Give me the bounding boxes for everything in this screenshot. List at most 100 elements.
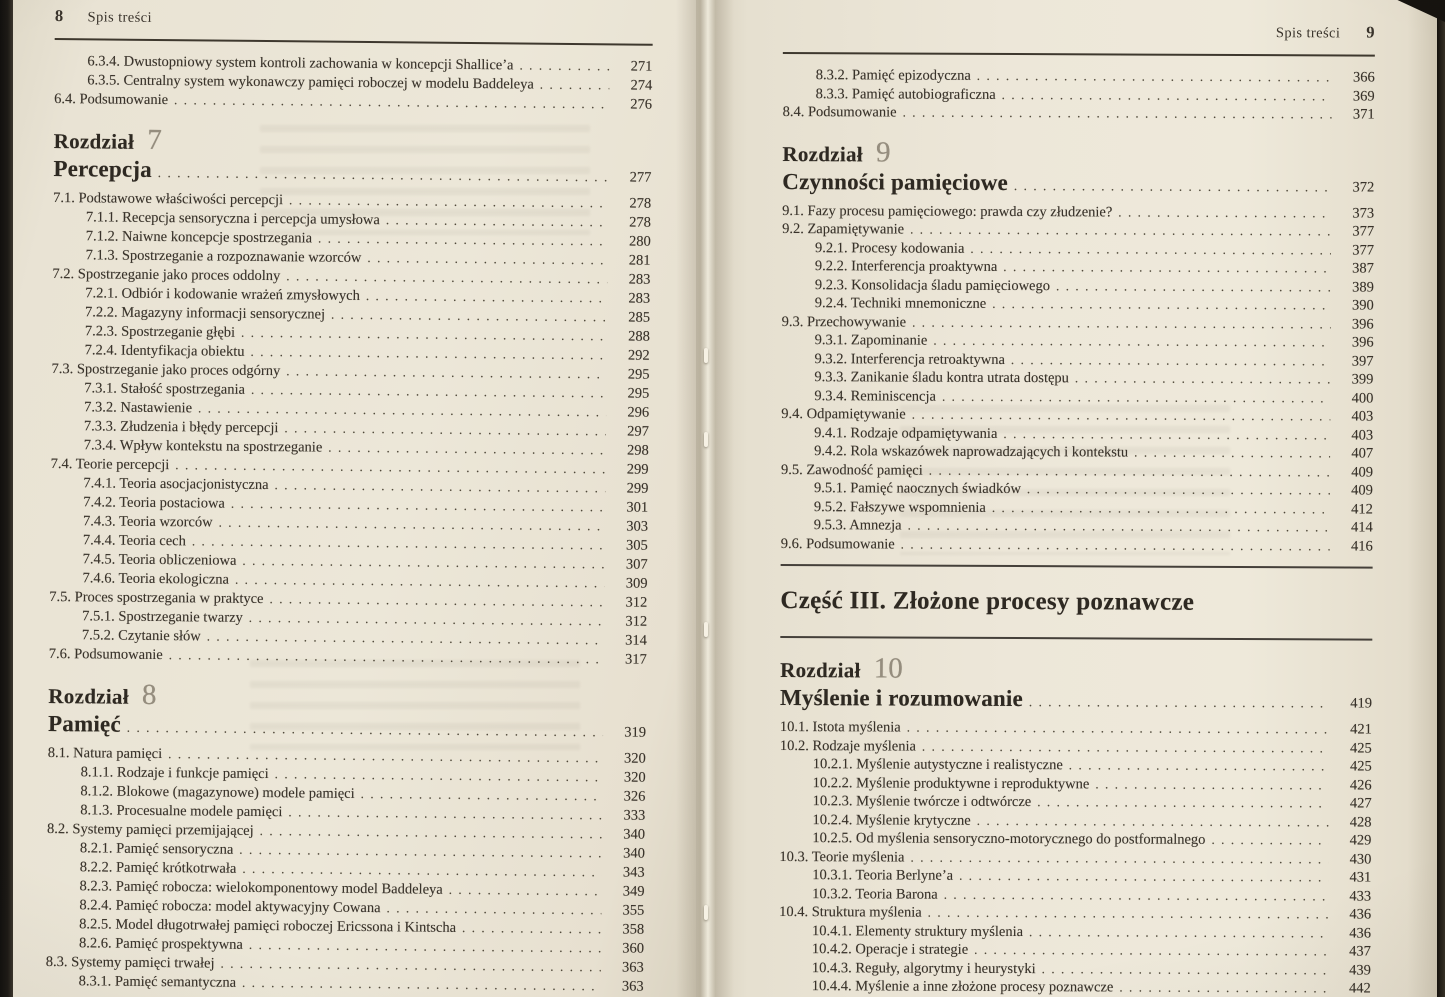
toc-page-number: 431 [1349, 869, 1372, 886]
dot-leader [239, 842, 602, 862]
toc-entry-label: 10.2.5. Od myślenia sensoryczno-motorycz… [812, 830, 1206, 848]
toc-entry-label: 8.2.4. Pamięć robocza: model aktywacyjny… [79, 897, 381, 917]
toc-page-number: 320 [623, 750, 646, 767]
toc-entry-label: 6.4. Podsumowanie [54, 90, 169, 109]
chapter-word: Rozdział [782, 141, 864, 166]
toc-page-number: 433 [1349, 887, 1372, 905]
header-rule [54, 37, 653, 46]
toc-entry-label: 7.1.2. Naiwne koncepcje spostrzegania [85, 228, 313, 247]
dot-leader [168, 746, 603, 767]
toc-page-number: 371 [1352, 106, 1375, 123]
toc-page-number: 276 [630, 96, 653, 113]
dot-leader [289, 192, 608, 212]
toc-entry-label: 8.2.1. Pamięć sensoryczna [79, 840, 234, 858]
toc-entry-label: 10.2.4. Myślenie krytyczne [812, 811, 971, 829]
toc-entry-label: 9.4. Odpamiętywanie [781, 405, 906, 423]
toc-entry-label: 10.2.3. Myślenie twórcze i odtwórcze [812, 793, 1032, 811]
toc-page-number: 409 [1351, 482, 1373, 499]
toc-entry-label: 7.2.2. Magazyny informacji sensorycznej [84, 304, 326, 323]
toc-entry-label: 8.3. Systemy pamięci trwałej [45, 953, 215, 972]
toc-entry-label: 8.2.5. Model długotrwałej pamięci robocz… [79, 916, 457, 936]
toc-entry-label: 7.4.2. Teoria postaciowa [83, 494, 225, 512]
toc-entry-label: 7.1. Podstawowe właściwości percepcji [53, 189, 284, 209]
toc-page-number: 363 [621, 978, 644, 995]
right-page-content: Spis treści 9 8.3.2. Pamięć epizodyczna 3… [779, 20, 1375, 997]
toc-page-number: 360 [622, 940, 645, 957]
dot-leader [910, 222, 1331, 241]
toc-entry-label: 7.5.2. Czytanie słów [81, 627, 201, 645]
binding-stitch [704, 348, 708, 363]
dot-leader [220, 956, 600, 977]
dot-leader [1056, 278, 1331, 296]
toc-entry-label: 10.4.1. Elementy struktury myślenia [811, 922, 1024, 940]
dot-leader [970, 240, 1331, 259]
toc-entry-label: 9.6. Podsumowanie [780, 535, 895, 552]
toc-entry-label: 7.2. Spostrzeganie jako proces oddolny [52, 265, 281, 285]
dot-leader [912, 407, 1331, 426]
toc-page-number: 271 [630, 58, 653, 75]
toc-entry-label: 8.2.3. Pamięć robocza: wielokomponentowy… [79, 878, 443, 898]
toc-entry-label: 8.2. Systemy pamięci przemijającej [47, 820, 254, 839]
dot-leader [903, 105, 1332, 124]
dot-leader [519, 57, 609, 75]
toc-entry: Pamięć 319 [48, 711, 646, 748]
toc-page-number: 436 [1349, 906, 1372, 923]
dot-leader [959, 868, 1328, 887]
dot-leader [1134, 445, 1330, 463]
dot-leader [462, 920, 601, 938]
dot-leader [912, 314, 1331, 333]
toc-entry-label: 7.4.5. Teoria obliczeniowa [82, 551, 237, 569]
dot-leader [175, 457, 605, 478]
chapter-word: Rozdział [53, 128, 135, 154]
toc-page-number: 363 [621, 959, 644, 976]
dot-leader [286, 363, 606, 383]
toc-page-number: 389 [1352, 278, 1374, 296]
dot-leader [922, 738, 1329, 757]
dot-leader [367, 250, 607, 269]
dot-leader [251, 382, 606, 402]
dot-leader [198, 400, 606, 421]
toc-page-number: 283 [628, 290, 651, 307]
dot-leader [944, 886, 1329, 905]
header-title: Spis treści [87, 9, 153, 26]
toc-page-number: 299 [626, 480, 649, 497]
toc-page-number: 414 [1351, 519, 1373, 536]
toc-page-number: 366 [1352, 69, 1375, 86]
chapter-word: Rozdział [780, 657, 861, 683]
dot-leader [1027, 481, 1330, 499]
toc-page-number: 319 [624, 724, 647, 741]
toc-entry-label: Czynności pamięciowe [782, 168, 1009, 195]
toc-entry-label: Myślenie i rozumowanie [779, 684, 1023, 712]
toc-entry-label: 7.3.3. Złudzenia i błędy percepcji [83, 418, 279, 437]
toc-entry-label: 10.3.2. Teoria Barona [812, 885, 938, 903]
toc-page-number: 425 [1349, 758, 1372, 775]
dot-leader [242, 861, 602, 881]
toc-page-number: 326 [623, 788, 646, 805]
toc-entry-label: 7.5. Proces spostrzegania w praktyce [49, 588, 264, 608]
toc-page-number: 373 [1352, 204, 1375, 222]
toc-page-number: 426 [1349, 776, 1372, 794]
toc-page-number: 403 [1351, 426, 1374, 444]
page-header: 8 Spis treści [55, 6, 653, 38]
toc-entry: Czynności pamięciowe 372 [782, 168, 1374, 202]
dot-leader [1029, 924, 1328, 942]
dot-leader [192, 533, 605, 554]
chapter-number: 8 [141, 678, 157, 712]
toc-entry-label: 7.4.1. Teoria asocjacjonistyczna [83, 475, 269, 494]
dot-leader [1075, 370, 1331, 388]
toc-page-number: 292 [627, 347, 650, 364]
chapter-heading-line: Rozdział 10 [780, 652, 1372, 688]
toc-page-number: 312 [625, 613, 648, 630]
page-number: 9 [1366, 22, 1375, 42]
toc-page-number: 283 [628, 271, 651, 288]
dot-leader [249, 937, 601, 957]
toc-entry-label: 7.4.6. Teoria ekologiczna [82, 570, 230, 588]
dot-leader [174, 92, 609, 113]
header-title: Spis treści [1275, 25, 1341, 42]
toc-page-number: 297 [627, 423, 650, 440]
dot-leader [235, 572, 605, 593]
toc-entry-label: 7.2.3. Spostrzeganie głębi [84, 323, 236, 341]
